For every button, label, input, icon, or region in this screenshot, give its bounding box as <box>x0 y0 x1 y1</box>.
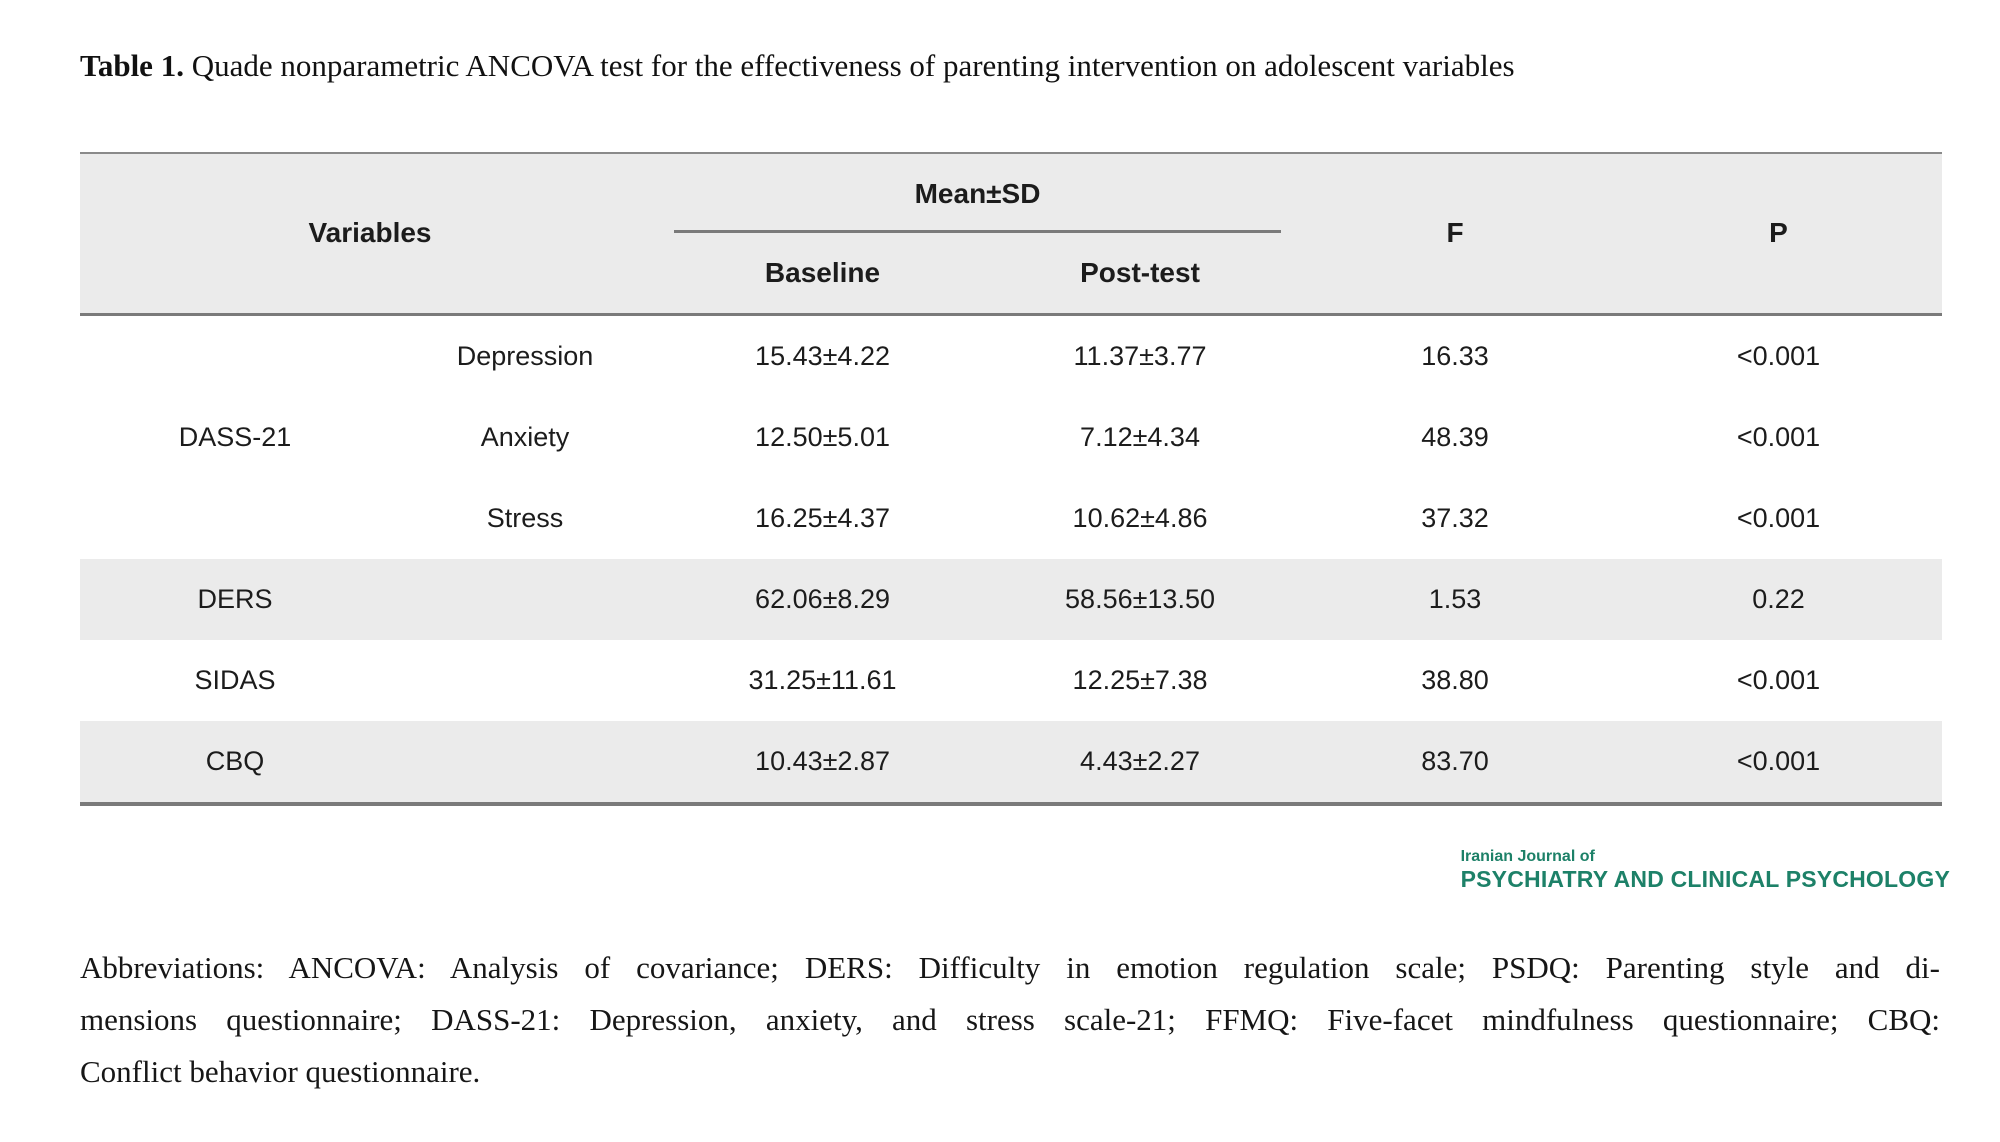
posttest-value: 10.62±4.86 <box>1072 502 1208 533</box>
ancova-table: Variables Mean±SD F P Baseline Post-test… <box>80 152 1943 806</box>
journal-logo: Iranian Journal of PSYCHIATRY AND CLINIC… <box>0 848 1950 893</box>
header-f: F <box>1446 217 1464 249</box>
group-label-ders: DERS <box>197 583 273 614</box>
variable-label-empty <box>390 559 660 640</box>
footnote-line-1: Abbreviations: ANCOVA: Analysis of covar… <box>80 950 1940 986</box>
variable-label: Depression <box>456 340 594 371</box>
posttest-value: 7.12±4.34 <box>1080 421 1200 452</box>
variable-label: Stress <box>486 502 564 533</box>
baseline-value: 15.43±4.22 <box>755 340 890 371</box>
baseline-value: 16.25±4.37 <box>755 502 890 533</box>
f-value: 48.39 <box>1421 421 1489 452</box>
baseline-value: 31.25±11.61 <box>748 664 897 695</box>
p-value: <0.001 <box>1736 340 1821 371</box>
table-row-cbq: CBQ 10.43±2.87 4.43±2.27 83.70 <0.001 <box>80 720 1943 804</box>
baseline-value: 10.43±2.87 <box>755 745 890 776</box>
group-label-dass21: DASS-21 <box>178 421 292 452</box>
header-mean-sd: Mean±SD <box>660 153 1295 233</box>
journal-logo-line1: Iranian Journal of <box>1460 847 1595 865</box>
journal-logo-line2: PSYCHIATRY AND CLINICAL PSYCHOLOGY <box>1460 865 1950 892</box>
posttest-value: 12.25±7.38 <box>1072 664 1208 695</box>
variable-label: Anxiety <box>480 421 570 452</box>
f-value: 16.33 <box>1421 340 1489 371</box>
f-value: 38.80 <box>1421 664 1489 695</box>
table-caption-text: Quade nonparametric ANCOVA test for the … <box>183 48 1515 83</box>
variable-label-empty <box>390 721 660 804</box>
f-value: 1.53 <box>1428 583 1482 614</box>
header-variables: Variables <box>308 217 432 249</box>
p-value: 0.22 <box>1752 583 1805 614</box>
table-row-sidas: SIDAS 31.25±11.61 12.25±7.38 38.80 <0.00… <box>80 640 1942 721</box>
table-row-anxiety: Anxiety 12.50±5.01 7.12±4.34 48.39 <0.00… <box>80 397 1942 478</box>
posttest-value: 11.37±3.77 <box>1073 340 1207 371</box>
p-value: <0.001 <box>1736 421 1821 452</box>
group-label-sidas: SIDAS <box>194 664 276 695</box>
table-caption: Table 1. Quade nonparametric ANCOVA test… <box>80 46 1940 86</box>
footnote-line-3: Conflict behavior questionnaire. <box>80 1054 481 1090</box>
p-value: <0.001 <box>1736 502 1821 533</box>
header-baseline: Baseline <box>764 256 881 288</box>
group-label-cbq: CBQ <box>205 745 265 776</box>
p-value: <0.001 <box>1736 664 1821 695</box>
variable-label-empty <box>390 640 660 721</box>
f-value: 37.32 <box>1421 502 1489 533</box>
header-post-test: Post-test <box>1080 256 1200 288</box>
p-value: <0.001 <box>1736 745 1821 776</box>
baseline-value: 12.50±5.01 <box>755 421 890 452</box>
table-caption-label: Table 1. <box>80 48 184 83</box>
table-row-ders: DERS 62.06±8.29 58.56±13.50 1.53 0.22 <box>80 558 1943 640</box>
posttest-value: 58.56±13.50 <box>1065 583 1215 614</box>
posttest-value: 4.43±2.27 <box>1080 745 1200 776</box>
baseline-value: 62.06±8.29 <box>755 583 890 614</box>
table-header: Variables Mean±SD F P Baseline Post-test <box>80 153 1943 314</box>
f-value: 83.70 <box>1421 745 1489 776</box>
footnote-line-2: mensions questionnaire; DASS-21: Depress… <box>80 1002 1940 1038</box>
table-row-depression: DASS-21 Depression 15.43±4.22 11.37±3.77… <box>80 314 1942 452</box>
table-row-stress: Stress 16.25±4.37 10.62±4.86 37.32 <0.00… <box>80 478 1942 559</box>
header-mean-sd-label: Mean±SD <box>914 178 1041 209</box>
abbreviations-footnote: Abbreviations: ANCOVA: Analysis of covar… <box>80 942 1940 1098</box>
header-p: P <box>1769 217 1788 249</box>
